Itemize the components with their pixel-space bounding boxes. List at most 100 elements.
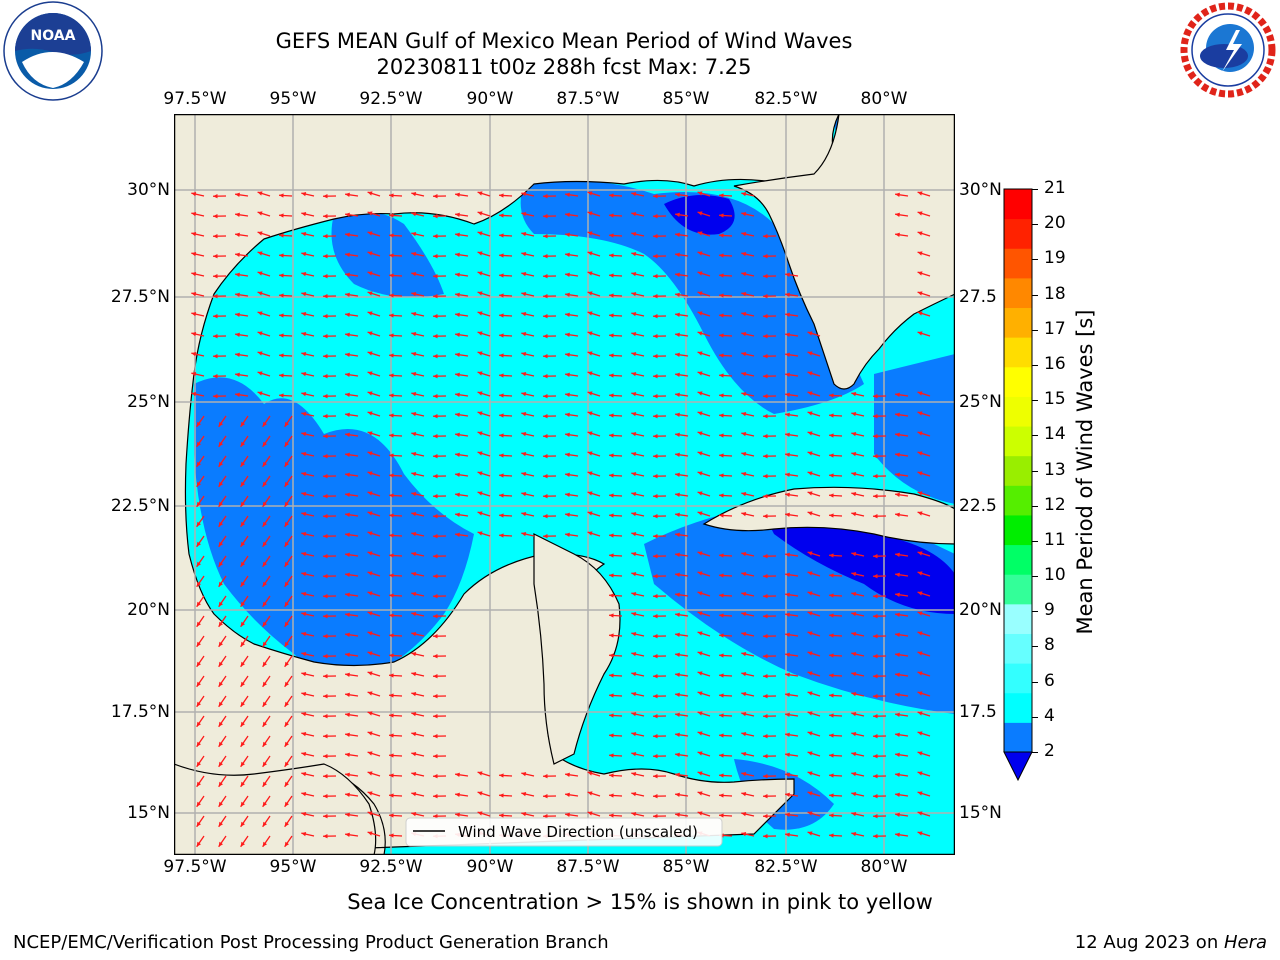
wind-wave-arrowhead: [191, 292, 197, 297]
wind-wave-arrowhead: [543, 273, 548, 279]
wind-wave-arrowhead: [191, 372, 197, 377]
wind-wave-arrowhead: [367, 451, 373, 456]
wind-wave-arrowhead: [543, 393, 548, 399]
wind-wave-arrowhead: [389, 393, 394, 398]
wind-wave-arrowhead: [196, 621, 201, 627]
wind-wave-arrowhead: [675, 212, 680, 217]
wind-wave-arrowhead: [262, 641, 267, 647]
wind-wave-arrowhead: [411, 612, 417, 617]
wind-wave-arrowhead: [873, 433, 878, 439]
wind-wave-arrowhead: [653, 513, 658, 519]
wind-wave-arrowhead: [895, 192, 900, 197]
wind-wave-arrowhead: [411, 492, 417, 497]
wind-wave-arrowhead: [807, 491, 813, 496]
colorbar: [1003, 188, 1033, 782]
wind-wave-arrowhead: [807, 691, 813, 696]
wind-wave-arrowhead: [279, 233, 284, 238]
wind-wave-arrowhead: [917, 671, 923, 676]
wind-wave-arrowhead: [367, 471, 373, 476]
wind-wave-arrowhead: [807, 451, 813, 456]
colorbar-tick-label: 19: [1044, 248, 1066, 269]
wind-wave-arrowhead: [697, 391, 703, 396]
wind-wave-arrowhead: [323, 373, 328, 379]
wind-wave-arrowhead: [719, 553, 724, 558]
colorbar-segment: [1004, 722, 1032, 753]
wind-wave-arrowhead: [345, 812, 350, 817]
wind-wave-arrowhead: [389, 593, 394, 598]
wind-wave-arrowhead: [807, 551, 813, 556]
wind-wave-arrowhead: [609, 193, 614, 198]
wind-wave-arrowhead: [631, 672, 637, 677]
wind-wave-arrowhead: [829, 413, 834, 418]
wind-wave-arrowhead: [262, 681, 267, 687]
wind-wave-arrowhead: [323, 753, 328, 759]
wind-wave-arrowhead: [873, 673, 878, 679]
wind-wave-arrowhead: [433, 393, 438, 399]
wind-wave-arrowhead: [218, 621, 223, 627]
wind-wave-arrowhead: [719, 433, 724, 438]
wind-wave-arrowhead: [653, 313, 658, 319]
wind-wave-arrowhead: [389, 193, 394, 198]
wind-wave-arrowhead: [653, 433, 658, 439]
wind-wave-arrowhead: [213, 233, 218, 239]
wind-wave-arrowhead: [829, 813, 834, 818]
wind-wave-arrowhead: [323, 213, 328, 219]
wind-wave-arrowhead: [455, 352, 460, 357]
wind-wave-arrowhead: [807, 731, 813, 736]
colorbar-tick: [1032, 505, 1038, 507]
wind-wave-arrowhead: [917, 271, 923, 276]
wind-wave-arrowhead: [191, 272, 197, 277]
wind-wave-arrowhead: [499, 773, 504, 778]
colorbar-segment: [1004, 396, 1032, 427]
wind-wave-arrowhead: [653, 753, 658, 759]
wind-wave-arrowhead: [609, 513, 614, 518]
wind-wave-arrowhead: [499, 333, 504, 338]
wind-wave-arrowhead: [235, 372, 240, 377]
wind-wave-arrowhead: [240, 681, 245, 687]
wind-wave-arrowhead: [609, 713, 614, 718]
wind-wave-arrowhead: [196, 601, 201, 607]
wind-wave-arrowhead: [411, 592, 417, 597]
wind-wave-arrowhead: [785, 272, 790, 277]
wind-wave-arrowhead: [631, 292, 637, 297]
wind-wave-arrowhead: [609, 273, 614, 278]
wind-wave-arrowhead: [499, 313, 504, 318]
colorbar-segment: [1004, 663, 1032, 694]
map-legend: Wind Wave Direction (unscaled): [405, 817, 723, 847]
wind-wave-arrowhead: [455, 272, 460, 277]
wind-wave-arrowhead: [499, 533, 504, 538]
wind-wave-arrowhead: [411, 192, 417, 197]
wind-wave-arrowhead: [433, 633, 438, 639]
colorbar-tick-label: 16: [1044, 353, 1066, 374]
wind-wave-arrowhead: [257, 231, 263, 236]
lon-label-bottom: 95°W: [269, 857, 317, 877]
wind-wave-arrowhead: [477, 451, 483, 456]
wind-wave-arrowhead: [240, 761, 245, 767]
wind-wave-arrowhead: [565, 292, 570, 297]
wind-wave-arrowhead: [785, 632, 790, 637]
wind-wave-arrowhead: [389, 793, 394, 798]
wind-wave-arrowhead: [455, 392, 460, 397]
wind-wave-arrowhead: [851, 452, 857, 457]
wind-wave-arrowhead: [763, 733, 768, 739]
wind-wave-arrowhead: [262, 521, 267, 527]
lat-label-left: 22.5°N: [110, 496, 170, 516]
wind-wave-arrowhead: [741, 432, 747, 437]
wind-wave-arrowhead: [389, 313, 394, 318]
wind-wave-arrowhead: [235, 392, 240, 397]
wind-wave-arrowhead: [455, 452, 460, 457]
wind-wave-arrowhead: [807, 391, 813, 396]
colorbar-tick-label: 12: [1044, 494, 1066, 515]
wind-wave-arrowhead: [917, 331, 923, 336]
wind-wave-arrowhead: [257, 351, 263, 356]
wind-wave-arrowhead: [587, 791, 593, 796]
wind-wave-arrowhead: [917, 571, 923, 576]
wind-wave-arrowhead: [345, 292, 350, 297]
wind-wave-arrowhead: [218, 581, 223, 587]
wind-wave-arrowhead: [301, 372, 307, 377]
wind-wave-arrowhead: [807, 431, 813, 436]
wind-wave-arrowhead: [807, 331, 813, 336]
wind-wave-arrowhead: [697, 611, 703, 616]
wind-wave-arrowhead: [609, 533, 614, 538]
wind-wave-arrowhead: [917, 611, 923, 616]
